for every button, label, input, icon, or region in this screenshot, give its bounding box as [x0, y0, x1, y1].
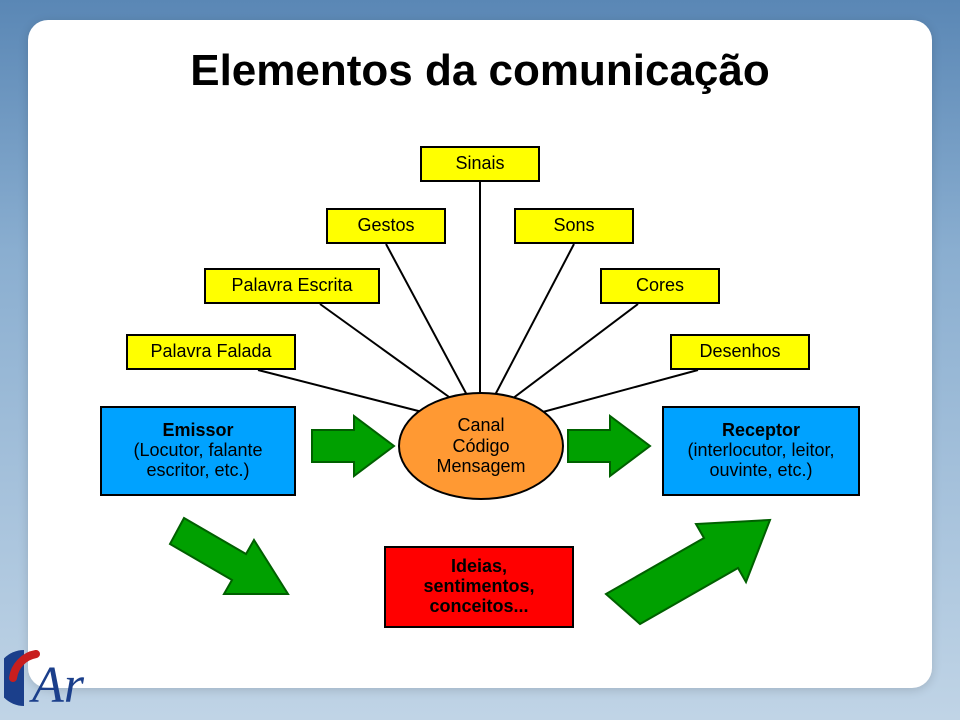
arrow-emissor-to-canal [312, 416, 394, 476]
node-receptor: Receptor (interlocutor, leitor, ouvinte,… [662, 406, 860, 496]
emissor-title: Emissor [162, 420, 233, 440]
svg-text:Ar: Ar [29, 657, 85, 714]
fan-line-escrita [320, 304, 456, 402]
node-emissor: Emissor (Locutor, falante escritor, etc.… [100, 406, 296, 496]
fan-line-gestos [386, 244, 468, 397]
arrow-canal-to-receptor [568, 416, 650, 476]
node-sons: Sons [514, 208, 634, 244]
brand-logo: Ar [4, 646, 100, 714]
fan-line-cores [508, 304, 638, 402]
fan-line-sons [494, 244, 574, 397]
receptor-sub: (interlocutor, leitor, ouvinte, etc.) [687, 440, 834, 480]
node-escrita: Palavra Escrita [204, 268, 380, 304]
node-canal: Canal Código Mensagem [398, 392, 564, 500]
node-gestos: Gestos [326, 208, 446, 244]
node-falada: Palavra Falada [126, 334, 296, 370]
node-sinais: Sinais [420, 146, 540, 182]
diagram-canvas: Sinais Gestos Sons Palavra Escrita Cores… [98, 140, 868, 660]
slide-title: Elementos da comunicação [28, 46, 932, 96]
arrow-ideias-to-receptor [606, 520, 770, 624]
arrow-emissor-to-ideias [170, 518, 288, 594]
node-cores: Cores [600, 268, 720, 304]
node-desenhos: Desenhos [670, 334, 810, 370]
emissor-sub: (Locutor, falante escritor, etc.) [133, 440, 262, 480]
slide-card: Elementos da comunicação Sinais Gestos S… [28, 20, 932, 688]
receptor-title: Receptor [722, 420, 800, 440]
node-ideias: Ideias, sentimentos, conceitos... [384, 546, 574, 628]
